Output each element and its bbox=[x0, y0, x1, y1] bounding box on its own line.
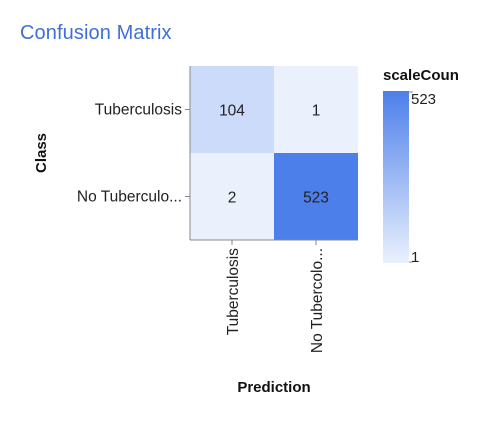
heatmap-cell bbox=[274, 153, 358, 240]
axes bbox=[189, 66, 358, 241]
legend-title: scaleCoun bbox=[383, 67, 459, 84]
cell-value-label: 523 bbox=[303, 190, 329, 207]
heatmap-cell bbox=[190, 153, 274, 240]
y-axis-ticks: Tuberculosis No Tuberculo... bbox=[77, 102, 190, 206]
legend-max-label: 523 bbox=[411, 91, 436, 108]
x-axis-ticks: Tuberculosis No Tubercolo... bbox=[225, 240, 326, 353]
cell-value-label: 104 bbox=[219, 103, 245, 120]
x-axis-title: Prediction bbox=[237, 379, 310, 396]
x-tick-label: No Tubercolo... bbox=[309, 248, 326, 353]
legend-min-label: 1 bbox=[411, 249, 419, 266]
legend-gradient-bar bbox=[383, 91, 409, 263]
y-tick-label: No Tuberculo... bbox=[77, 189, 182, 206]
y-axis-title: Class bbox=[33, 133, 50, 173]
chart-title: Confusion Matrix bbox=[20, 22, 172, 44]
x-tick-label: Tuberculosis bbox=[225, 248, 242, 336]
heatmap-cells: 104 1 2 523 bbox=[190, 66, 358, 240]
y-tick-label: Tuberculosis bbox=[95, 102, 183, 119]
heatmap-cell bbox=[190, 66, 274, 153]
cell-value-label: 2 bbox=[228, 190, 237, 207]
cell-value-label: 1 bbox=[312, 103, 321, 120]
heatmap-cell bbox=[274, 66, 358, 153]
